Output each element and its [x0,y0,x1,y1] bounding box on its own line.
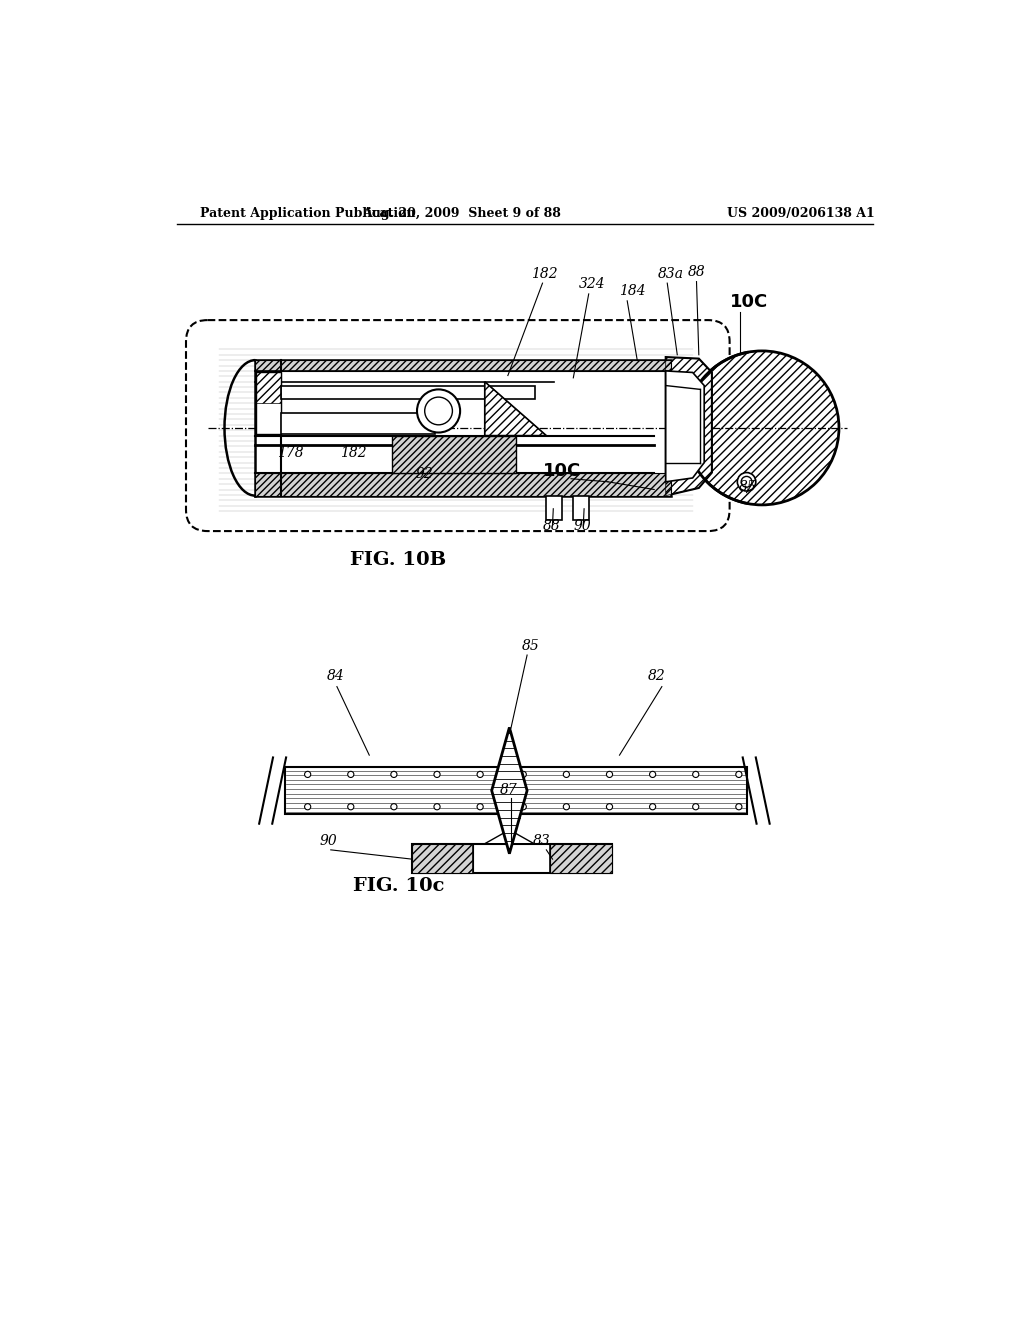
Text: 10C: 10C [730,293,768,312]
Polygon shape [666,358,712,496]
Text: 324: 324 [579,277,605,290]
Polygon shape [492,727,527,854]
Bar [392,436,515,473]
Circle shape [304,804,310,809]
Circle shape [563,771,569,777]
Bar [281,385,535,400]
Circle shape [736,804,742,809]
Circle shape [520,804,526,809]
Bar [412,843,611,873]
Circle shape [649,771,655,777]
Bar [285,767,746,814]
Circle shape [348,804,354,809]
Circle shape [606,771,612,777]
Bar [412,843,473,873]
Text: 85: 85 [521,639,540,652]
Circle shape [563,804,569,809]
Text: 182: 182 [340,446,367,461]
Text: FIG. 10B: FIG. 10B [350,550,446,569]
Text: 184: 184 [620,285,646,298]
Circle shape [649,804,655,809]
Bar [573,496,589,520]
Text: 90: 90 [573,519,591,532]
Text: 85: 85 [739,480,757,494]
Circle shape [520,771,526,777]
Circle shape [741,477,752,487]
Text: 87: 87 [500,783,518,797]
Circle shape [477,771,483,777]
Circle shape [685,351,839,506]
Polygon shape [484,381,547,436]
Circle shape [736,771,742,777]
Circle shape [434,804,440,809]
Text: 83a: 83a [658,267,684,281]
Bar [255,360,671,371]
Text: 82: 82 [648,669,666,684]
Text: Patent Application Publication: Patent Application Publication [200,207,416,220]
Text: 182: 182 [531,267,558,281]
Text: 10C: 10C [543,462,581,479]
Text: FIG. 10c: FIG. 10c [353,878,444,895]
Polygon shape [484,830,535,843]
Circle shape [348,771,354,777]
Text: Aug. 20, 2009  Sheet 9 of 88: Aug. 20, 2009 Sheet 9 of 88 [362,207,561,220]
Bar [547,496,562,520]
Bar [550,843,611,873]
Circle shape [606,804,612,809]
Circle shape [434,771,440,777]
Text: 90: 90 [319,834,337,849]
Text: 178: 178 [276,446,303,461]
Polygon shape [666,371,705,482]
Bar [281,412,435,434]
Text: 83: 83 [532,834,550,849]
Text: 92: 92 [416,467,433,480]
Bar [256,372,281,404]
Circle shape [391,771,397,777]
Circle shape [737,473,756,491]
Text: 88: 88 [543,519,560,532]
Circle shape [304,771,310,777]
Circle shape [692,804,698,809]
Bar [255,360,671,496]
Bar [255,473,671,496]
FancyBboxPatch shape [186,321,730,531]
Text: US 2009/0206138 A1: US 2009/0206138 A1 [727,207,874,220]
Circle shape [425,397,453,425]
Text: 84: 84 [327,669,345,684]
Bar [256,372,281,434]
Circle shape [417,389,460,433]
Circle shape [391,804,397,809]
Text: 88: 88 [688,265,706,280]
Circle shape [692,771,698,777]
Circle shape [477,804,483,809]
